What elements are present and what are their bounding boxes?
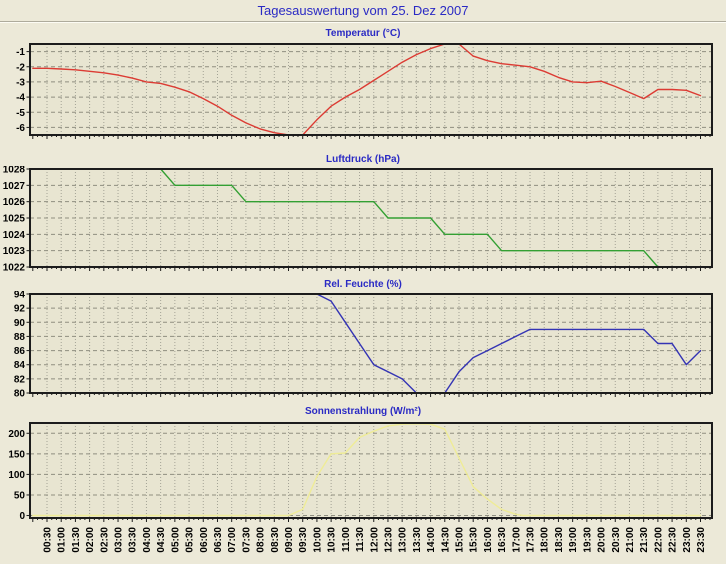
x-axis-label: 08:00 <box>256 527 267 553</box>
svg-text:50: 50 <box>14 490 26 501</box>
x-axis-label: 23:30 <box>696 527 707 553</box>
chart-title-pressure: Luftdruck (hPa) <box>326 154 400 165</box>
pressure-chart: 1022 1023 1024 1025 1026 1027 1028 <box>3 166 713 274</box>
x-axis-label: 00:30 <box>43 527 54 553</box>
x-axis-label: 03:30 <box>128 527 139 553</box>
x-axis-label: 12:30 <box>383 527 394 553</box>
x-axis-label: 17:00 <box>511 527 522 553</box>
chart-title-radiation: Sonnenstrahlung (W/m²) <box>304 406 422 417</box>
x-axis-label: 02:30 <box>99 527 110 553</box>
svg-text:82: 82 <box>14 374 26 385</box>
svg-text:86: 86 <box>14 346 26 357</box>
svg-text:94: 94 <box>14 291 26 301</box>
x-axis-label: 14:00 <box>426 527 437 553</box>
x-axis-label: 04:30 <box>156 527 167 553</box>
x-axis-label: 04:00 <box>142 527 153 553</box>
svg-text:92: 92 <box>14 304 26 315</box>
svg-text:1028: 1028 <box>3 166 26 176</box>
svg-text:1023: 1023 <box>3 246 26 257</box>
chart-radiation-section: Sonnenstrahlung (W/m²) 0 50 100 150 200 00:30… <box>0 406 726 559</box>
x-axis-label: 01:00 <box>57 527 68 553</box>
x-axis-label: 06:00 <box>199 527 210 553</box>
x-axis-label: 16:30 <box>497 527 508 553</box>
humidity-chart: 80 82 84 86 88 90 92 94 <box>14 291 713 400</box>
x-axis-label: 08:30 <box>270 527 281 553</box>
chart-pressure-section: Luftdruck (hPa) 1022 1023 1024 1025 1026 1027… <box>0 154 726 275</box>
x-axis-label: 10:00 <box>312 527 323 553</box>
x-axis-label: 19:30 <box>582 527 593 553</box>
svg-text:0: 0 <box>19 511 25 522</box>
svg-text:200: 200 <box>8 429 25 440</box>
x-axis-label: 01:30 <box>71 527 82 553</box>
page-title: Tagesauswertung vom 25. Dez 2007 <box>257 3 469 18</box>
x-axis-label: 23:00 <box>682 527 693 553</box>
x-axis-label: 02:00 <box>85 527 96 553</box>
x-axis-label: 14:30 <box>440 527 451 553</box>
x-axis-label: 12:00 <box>369 527 380 553</box>
x-axis-label: 09:30 <box>298 527 309 553</box>
x-axis-label: 13:00 <box>398 527 409 553</box>
x-axis-label: 10:30 <box>327 527 338 553</box>
x-axis-label: 11:30 <box>355 527 366 552</box>
x-axis-label: 18:30 <box>554 527 565 553</box>
x-axis-label: 09:00 <box>284 527 295 553</box>
x-axis-label: 15:00 <box>454 527 465 553</box>
svg-text:1027: 1027 <box>3 181 26 192</box>
svg-text:-2: -2 <box>16 62 25 73</box>
chart-title-temperature: Temperatur (°C) <box>325 28 401 39</box>
svg-text:-3: -3 <box>16 77 25 88</box>
x-axis-label: 21:30 <box>639 527 650 553</box>
svg-text:84: 84 <box>14 360 26 371</box>
svg-text:-1: -1 <box>16 47 25 58</box>
svg-text:1025: 1025 <box>3 214 26 225</box>
x-axis-label: 07:30 <box>241 527 252 553</box>
x-axis-label: 03:00 <box>114 527 125 553</box>
chart-humidity-section: Rel. Feuchte (%) 80 82 84 86 88 90 92 94 <box>0 279 726 401</box>
svg-text:1024: 1024 <box>3 230 26 241</box>
x-axis-label: 20:30 <box>611 527 622 553</box>
svg-text:80: 80 <box>14 389 26 400</box>
svg-text:90: 90 <box>14 318 26 329</box>
svg-text:1022: 1022 <box>3 263 26 274</box>
x-axis-label: 21:00 <box>625 527 636 553</box>
svg-text:-6: -6 <box>16 123 25 134</box>
x-axis-label: 18:00 <box>540 527 551 553</box>
svg-text:-4: -4 <box>16 93 25 104</box>
x-axis-label: 05:30 <box>185 527 196 553</box>
x-axis-label: 20:00 <box>597 527 608 553</box>
x-axis-label: 22:30 <box>668 527 679 553</box>
x-axis-label: 22:00 <box>653 527 664 553</box>
x-axis-label: 11:00 <box>341 527 352 552</box>
x-axis-label: 19:00 <box>568 527 579 553</box>
svg-text:100: 100 <box>8 470 25 481</box>
chart-temperature-section: Temperatur (°C) -6 -5 -4 -3 -2 -1 <box>0 28 726 143</box>
chart-title-humidity: Rel. Feuchte (%) <box>324 279 402 290</box>
x-axis-label: 13:30 <box>412 527 423 553</box>
title-divider <box>0 21 726 23</box>
svg-text:88: 88 <box>14 332 26 343</box>
x-axis-label: 15:30 <box>469 527 480 553</box>
svg-text:1026: 1026 <box>3 197 26 208</box>
x-axis-label: 07:00 <box>227 527 238 553</box>
x-axis-label: 16:00 <box>483 527 494 553</box>
radiation-chart: 0 50 100 150 200 00:30 01:00 01:30 02:00 02:30 03:… <box>8 422 713 553</box>
svg-text:150: 150 <box>8 449 25 460</box>
x-axis-label: 17:30 <box>526 527 537 553</box>
svg-text:-5: -5 <box>16 108 25 119</box>
x-axis-label: 06:30 <box>213 527 224 553</box>
temperature-chart: -6 -5 -4 -3 -2 -1 <box>16 43 713 139</box>
x-axis-label: 05:00 <box>170 527 181 553</box>
